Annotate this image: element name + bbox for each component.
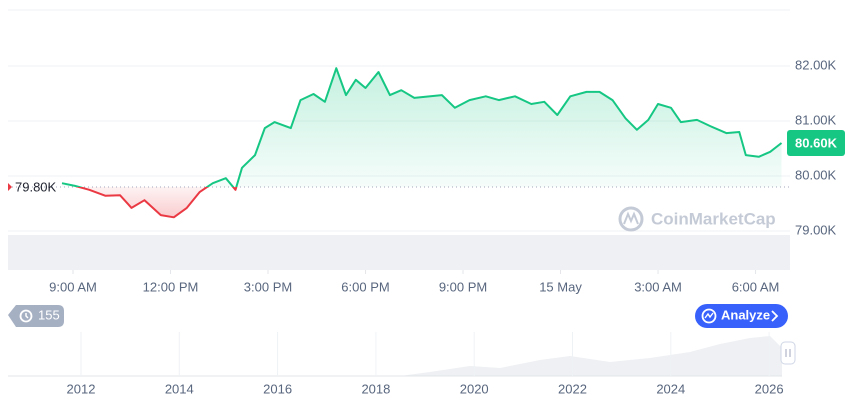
watermark: CoinMarketCap (618, 206, 776, 232)
navigator-shape (8, 336, 782, 376)
navigator-handle[interactable] (780, 341, 796, 365)
y-tick-label: 79.00K (795, 222, 837, 237)
x-tick-label: 12:00 PM (143, 279, 199, 294)
navigator-tick-label: 2016 (263, 381, 292, 396)
badge[interactable] (8, 305, 64, 327)
x-tick-label: 15 May (539, 279, 582, 294)
area (62, 68, 782, 218)
price-line (61, 67, 783, 219)
y-tick-label: 81.00K (795, 112, 837, 127)
navigator-tick-label: 2026 (755, 381, 784, 396)
analyze-chevron (771, 310, 779, 322)
volume-band (8, 235, 790, 270)
x-tick-label: 3:00 AM (634, 279, 682, 294)
x-tick-label: 9:00 PM (439, 279, 487, 294)
y-tick-label: 80.00K (795, 167, 837, 182)
analyze-text: Analyze (721, 307, 770, 322)
navigator-tick-label: 2024 (656, 381, 685, 396)
analyze-icon (704, 312, 714, 319)
badge-icon (25, 313, 29, 319)
x-tick-label: 3:00 PM (244, 279, 292, 294)
analyze-button[interactable] (695, 304, 788, 328)
navigator-tick-label: 2014 (165, 381, 194, 396)
baseline-label: 79.80K (15, 179, 57, 194)
analyze-icon (701, 308, 717, 324)
baseline-marker (8, 183, 12, 191)
navigator-tick-label: 2020 (460, 381, 489, 396)
navigator-tick-label: 2022 (558, 381, 587, 396)
current-price-label: 80.60K (795, 135, 838, 150)
navigator-tick-label: 2012 (67, 381, 96, 396)
watermark-text: CoinMarketCap (651, 209, 776, 228)
badge-icon (19, 309, 33, 323)
x-tick-label: 6:00 AM (732, 279, 780, 294)
navigator-tick-label: 2018 (361, 381, 390, 396)
badge-text: 155 (38, 307, 60, 322)
y-tick-label: 82.00K (795, 57, 837, 72)
x-tick-label: 6:00 PM (341, 279, 389, 294)
x-tick-label: 9:00 AM (49, 279, 97, 294)
current-price-tag (787, 130, 845, 156)
